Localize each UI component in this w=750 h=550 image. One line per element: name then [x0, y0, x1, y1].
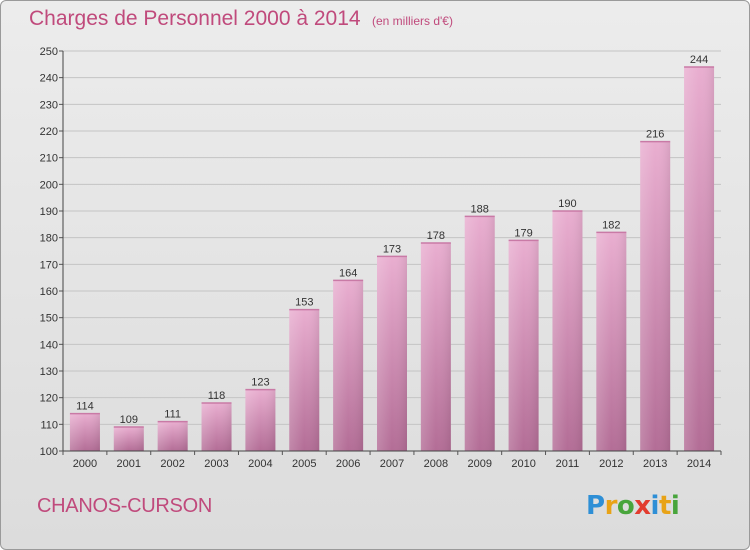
data-label: 109: [120, 414, 138, 426]
commune-name: CHANOS-CURSON: [37, 495, 212, 517]
data-label: 114: [76, 401, 94, 413]
data-label: 164: [339, 267, 357, 279]
chart-unit: (en milliers d'€): [372, 14, 453, 28]
data-label: 190: [558, 198, 576, 210]
x-tick-label: 2014: [687, 458, 711, 470]
y-tick-label: 130: [40, 366, 58, 378]
logo-letter: o: [616, 491, 635, 521]
bar-shading: [464, 216, 495, 451]
logo-letter: x: [634, 491, 651, 521]
logo-letter: r: [604, 491, 618, 521]
proxiti-logo[interactable]: Proxiti: [586, 491, 680, 521]
data-label: 178: [427, 230, 445, 242]
bar-shading: [289, 309, 320, 451]
y-tick-label: 170: [40, 259, 58, 271]
y-tick-label: 230: [40, 99, 58, 111]
y-tick-label: 110: [40, 419, 58, 431]
bar-shading: [640, 141, 671, 451]
data-label: 216: [646, 129, 664, 141]
y-tick-label: 150: [40, 313, 58, 325]
x-tick-label: 2009: [467, 458, 491, 470]
bar-shading: [157, 421, 188, 451]
data-label: 123: [251, 377, 269, 389]
y-tick-label: 120: [40, 393, 58, 405]
data-label: 188: [471, 203, 489, 215]
y-tick-label: 220: [40, 126, 58, 138]
bar-shading: [420, 243, 451, 451]
x-tick-label: 2010: [511, 458, 535, 470]
x-tick-label: 2005: [292, 458, 316, 470]
y-tick-label: 250: [40, 46, 58, 58]
logo-letter: i: [670, 491, 680, 521]
bar-shading: [684, 67, 715, 451]
data-label: 153: [295, 297, 313, 309]
chart-title: Charges de Personnel 2000 à 2014: [29, 7, 361, 30]
data-label: 118: [208, 390, 226, 402]
y-tick-label: 100: [40, 446, 58, 458]
bar-shading: [113, 427, 144, 451]
y-tick-label: 160: [40, 286, 58, 298]
x-tick-label: 2003: [204, 458, 228, 470]
x-tick-label: 2000: [73, 458, 97, 470]
x-tick-label: 2006: [336, 458, 360, 470]
bar-shading: [201, 403, 232, 451]
logo-letter: t: [658, 491, 671, 521]
logo-letter: i: [650, 491, 660, 521]
x-tick-label: 2011: [556, 458, 580, 470]
y-tick-label: 200: [40, 179, 58, 191]
data-label: 111: [164, 409, 181, 421]
x-tick-label: 2007: [380, 458, 404, 470]
bar-shading: [508, 240, 539, 451]
y-tick-label: 210: [40, 153, 58, 165]
bar-shading: [377, 256, 407, 451]
bar-shading: [596, 232, 627, 451]
y-tick-label: 180: [40, 233, 58, 245]
x-tick-label: 2012: [599, 458, 623, 470]
data-label: 179: [514, 227, 532, 239]
x-tick-label: 2004: [248, 458, 272, 470]
x-tick-label: 2002: [160, 458, 184, 470]
y-tick-label: 240: [40, 73, 58, 85]
y-tick-label: 190: [40, 206, 58, 218]
bar-shading: [552, 211, 583, 451]
x-tick-label: 2001: [117, 458, 141, 470]
data-label: 244: [690, 54, 708, 66]
x-tick-label: 2013: [643, 458, 667, 470]
bar-shading: [69, 413, 100, 451]
bar-shading: [245, 389, 276, 451]
data-label: 182: [602, 219, 620, 231]
data-label: 173: [383, 243, 401, 255]
bar-shading: [333, 280, 364, 451]
logo-letter: P: [586, 491, 605, 521]
x-tick-label: 2008: [424, 458, 448, 470]
y-tick-label: 140: [40, 339, 58, 351]
